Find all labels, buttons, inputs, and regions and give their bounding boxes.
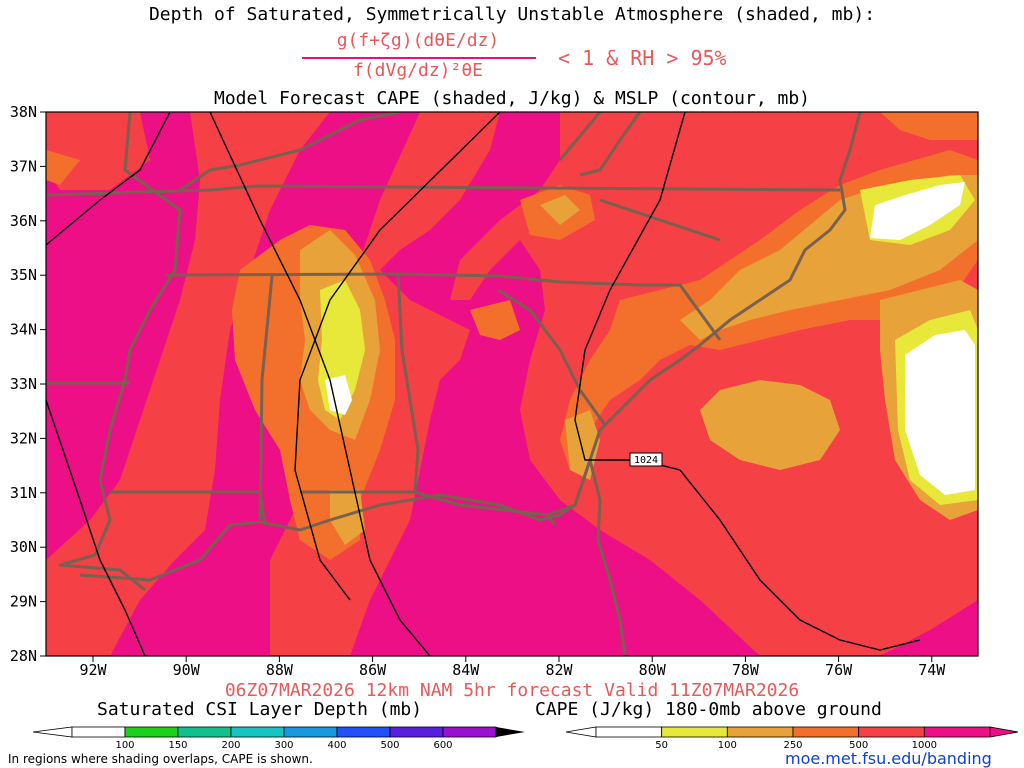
csi-segment <box>389 726 444 738</box>
csi-tick-label: 150 <box>168 740 187 751</box>
csi-high-tip <box>496 727 525 737</box>
lat-label: 30N <box>10 538 37 556</box>
fraction-condition: < 1 & RH > 95% <box>558 46 727 70</box>
cape-tick-label: 250 <box>783 740 802 751</box>
valid-time-line: 06Z07MAR2026 12km NAM 5hr forecast Valid… <box>224 680 800 701</box>
isobar-1 <box>46 399 146 656</box>
csi-tick-label: 300 <box>274 740 293 751</box>
csi-segment <box>177 726 232 738</box>
coast-florida <box>588 459 627 656</box>
overlap-note: In regions where shading overlaps, CAPE … <box>8 752 313 766</box>
fraction-numerator: g(f+ζg)(dθE/dz) <box>336 30 500 51</box>
csi-tick-label: 200 <box>221 740 240 751</box>
border-north <box>46 184 841 197</box>
cape-high-tip <box>989 726 1019 738</box>
cape-segment <box>595 726 663 738</box>
border-nc-va <box>599 198 721 242</box>
csi-tick-label: 500 <box>380 740 399 751</box>
contour-label: 1024 <box>634 455 658 466</box>
cape-250-region <box>46 112 978 560</box>
csi-legend-title: Saturated CSI Layer Depth (mb) <box>97 699 423 720</box>
lon-label: 80W <box>639 661 667 679</box>
coast-atlantic <box>573 112 862 506</box>
border-wv <box>579 112 642 177</box>
isobar-west <box>46 112 171 246</box>
state-borders <box>46 112 862 656</box>
border-va-ky <box>558 112 602 161</box>
lat-label: 38N <box>10 103 37 121</box>
lat-label: 31N <box>10 484 37 502</box>
lat-label: 33N <box>10 375 37 393</box>
fraction-denominator: f(dVg/dz)²θE <box>352 60 484 81</box>
lat-label: 29N <box>10 593 37 611</box>
lon-label: 88W <box>266 661 294 679</box>
lat-label: 34N <box>10 321 37 339</box>
cape-shading: 1024 <box>46 112 978 656</box>
lon-label: 82W <box>545 661 573 679</box>
cape-100-region <box>300 175 978 545</box>
csi-segment <box>336 726 391 738</box>
lon-label: 76W <box>825 661 853 679</box>
cape-segment <box>726 726 794 738</box>
border-al-ga <box>396 273 420 493</box>
cape-segment <box>858 726 925 738</box>
cape-500-region <box>46 112 978 656</box>
cape-tick-label: 100 <box>718 740 737 751</box>
lon-label: 78W <box>732 661 760 679</box>
csi-segment <box>230 726 285 738</box>
cape-segment <box>923 726 991 738</box>
isobar-3 <box>294 112 501 601</box>
cape-legend-title: CAPE (J/kg) 180-0mb above ground <box>535 699 882 720</box>
coast-gulf <box>79 493 576 582</box>
cape-segment <box>792 726 860 738</box>
lon-label: 92W <box>79 661 107 679</box>
border-tn-south <box>164 272 722 341</box>
cape-tick-label: 500 <box>849 740 868 751</box>
csi-segment <box>71 726 126 738</box>
csi-segment <box>442 726 497 738</box>
cape-colorbar: 50 100 250 500 1000 <box>565 726 1019 751</box>
csi-tick-label: 400 <box>327 740 346 751</box>
source-url[interactable]: moe.met.fsu.edu/banding <box>785 749 992 768</box>
lon-label: 86W <box>359 661 387 679</box>
lat-label: 32N <box>10 429 37 447</box>
border-ga-sc <box>497 288 607 426</box>
border-ms-al <box>258 275 274 521</box>
lat-label: 37N <box>10 157 37 175</box>
map-title: Depth of Saturated, Symmetrically Unstab… <box>148 4 876 25</box>
cape-low-region <box>325 182 975 495</box>
latitude-axis: 38N 37N 36N 35N 34N 33N 32N 31N 30N 29N 28N <box>10 103 46 665</box>
csi-tick-label: 600 <box>433 740 452 751</box>
csi-segment <box>124 726 179 738</box>
border-ga-fl-east <box>547 459 592 517</box>
csi-low-tip <box>32 726 73 738</box>
lon-label: 74W <box>918 661 946 679</box>
lon-label: 84W <box>452 661 480 679</box>
cape-low-tip <box>565 726 597 738</box>
csi-tick-label: 100 <box>115 740 134 751</box>
map-subtitle: Model Forecast CAPE (shaded, J/kg) & MSL… <box>213 88 811 109</box>
fraction-bar <box>302 57 536 59</box>
border-la-ms <box>110 490 267 526</box>
lat-label: 28N <box>10 647 37 665</box>
cape-tick-label: 1000 <box>912 740 937 751</box>
cape-tick-label: 50 <box>655 740 668 751</box>
longitude-axis: 92W 90W 88W 86W 84W 82W 80W 78W 76W 74W <box>79 656 946 679</box>
cape-segment <box>661 726 728 738</box>
lat-label: 36N <box>10 212 37 230</box>
river-mississippi <box>58 112 182 592</box>
lat-label: 35N <box>10 266 37 284</box>
csi-segment <box>283 726 338 738</box>
isobar-2 <box>209 112 431 656</box>
contour-label-box <box>629 452 663 467</box>
border-ohio-river <box>179 112 401 192</box>
csi-colorbar: 100 150 200 300 400 500 600 <box>32 726 525 751</box>
lon-label: 90W <box>173 661 201 679</box>
